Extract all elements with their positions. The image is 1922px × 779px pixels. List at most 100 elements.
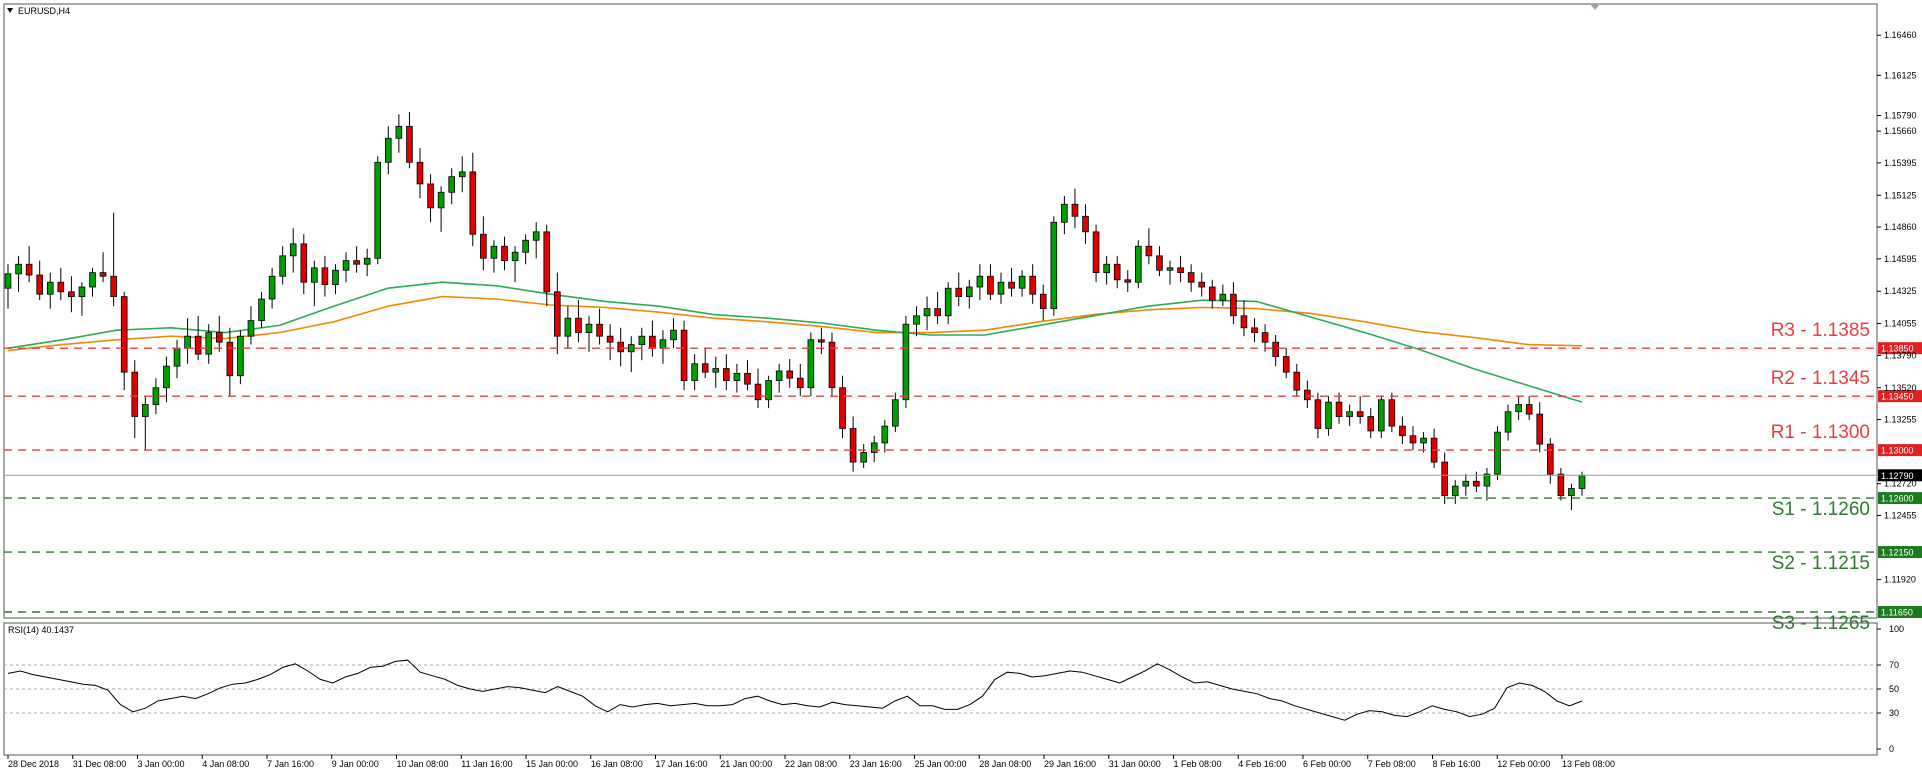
candle-body	[902, 323, 910, 401]
y-tick-label: 1.15395	[1884, 158, 1917, 168]
x-tick-label: 3 Jan 00:00	[138, 759, 185, 769]
candle	[226, 327, 234, 397]
candle	[25, 246, 33, 283]
candle-body	[1135, 245, 1142, 283]
candle	[258, 291, 265, 328]
candle-body	[691, 363, 698, 381]
candle	[437, 186, 445, 232]
candle-body	[1092, 231, 1100, 274]
candle	[1346, 404, 1353, 427]
candle-body	[416, 161, 424, 185]
candle-body	[892, 399, 899, 427]
candle	[1208, 279, 1216, 309]
candle	[1082, 204, 1089, 244]
level-tag-s2	[1878, 546, 1922, 559]
candle	[606, 324, 614, 361]
x-tick-label: 15 Jan 00:00	[526, 759, 578, 769]
current-price-tag-text: 1.12790	[1881, 471, 1914, 481]
candle	[353, 246, 360, 273]
candle	[923, 296, 931, 331]
candle	[670, 318, 677, 349]
candle-body	[796, 377, 804, 389]
candle	[870, 435, 878, 463]
candle-body	[744, 372, 751, 385]
candle-body	[1293, 371, 1301, 391]
candle-body	[332, 269, 339, 286]
x-tick-label: 7 Jan 16:00	[267, 759, 314, 769]
candle-body	[163, 365, 170, 389]
candle	[1504, 404, 1512, 441]
candle-body	[25, 263, 33, 276]
candle-body	[828, 341, 836, 389]
x-tick-label: 7 Feb 08:00	[1368, 759, 1416, 769]
candle-body	[1166, 267, 1174, 271]
candle-body	[427, 183, 434, 209]
candle-body	[839, 387, 846, 429]
candle-body	[4, 273, 12, 289]
candle-body	[36, 274, 43, 295]
candle-body	[1304, 389, 1311, 401]
candle-body	[1082, 215, 1089, 233]
level-tag-r2	[1878, 390, 1922, 403]
candle	[395, 114, 403, 153]
level-tag-text-s3: 1.11650	[1881, 608, 1913, 618]
y-tick-label: 1.12720	[1884, 479, 1917, 489]
candle	[860, 444, 867, 469]
candle	[268, 267, 276, 309]
candle-body	[1483, 473, 1491, 487]
level-label-s1: S1 - 1.1260	[1772, 499, 1870, 520]
candle	[1399, 416, 1406, 445]
candle-body	[469, 171, 477, 235]
x-tick-label: 8 Feb 16:00	[1433, 759, 1481, 769]
candle-body	[194, 335, 202, 355]
candle	[796, 363, 804, 397]
candle	[733, 363, 741, 393]
candle	[1113, 255, 1121, 289]
candle-body	[353, 260, 360, 265]
candle-body	[849, 428, 857, 463]
candle	[1071, 188, 1079, 229]
candle-body	[437, 191, 445, 209]
candle	[501, 236, 508, 271]
candle-body	[1251, 327, 1258, 333]
x-tick-label: 31 Jan 00:00	[1109, 759, 1161, 769]
candle	[1092, 224, 1100, 283]
candle-body	[997, 281, 1005, 295]
candle	[944, 282, 952, 325]
candle-body	[987, 275, 994, 295]
candle-body	[627, 344, 635, 353]
candle	[691, 354, 698, 391]
candle	[406, 111, 413, 169]
candle	[1230, 282, 1237, 325]
x-tick-label: 29 Jan 16:00	[1044, 759, 1096, 769]
candle	[638, 327, 646, 361]
candle	[976, 264, 984, 301]
x-tick-label: 31 Dec 08:00	[73, 759, 127, 769]
y-tick-label: 1.13520	[1884, 383, 1917, 393]
candle	[765, 375, 772, 409]
candle	[194, 315, 202, 361]
candle-body	[511, 251, 519, 262]
candle	[1293, 363, 1301, 397]
candle	[1251, 318, 1258, 343]
symbol-dropdown-icon[interactable]	[7, 8, 13, 13]
candle	[828, 332, 836, 397]
candle	[1536, 402, 1544, 453]
candle	[1050, 216, 1058, 316]
candle-body	[818, 339, 825, 343]
candle	[36, 260, 43, 301]
candle	[332, 264, 339, 295]
candle-body	[585, 323, 593, 333]
candle	[215, 315, 223, 352]
candle	[68, 276, 75, 313]
x-tick-label: 13 Feb 08:00	[1562, 759, 1615, 769]
candle	[1135, 240, 1142, 289]
candle	[1008, 267, 1015, 297]
level-tag-r1	[1878, 444, 1922, 457]
candle	[1462, 474, 1470, 496]
candle	[1356, 396, 1364, 424]
support-resistance-levels: 1.12790 R3 - 1.1385 1.13850 R2 - 1.1345 1.13…	[4, 320, 1922, 634]
candle-body	[913, 315, 920, 325]
candle	[511, 246, 519, 283]
